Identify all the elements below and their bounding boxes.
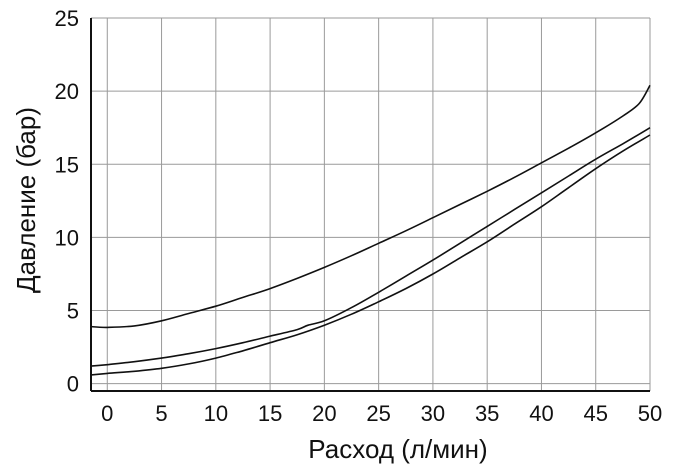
series-line-upper — [90, 84, 651, 329]
x-tick-label-40: 40 — [529, 401, 553, 426]
x-tick-label-15: 15 — [258, 401, 282, 426]
axes — [90, 18, 650, 392]
x-tick-labels: 0 5 10 15 20 25 30 35 40 45 50 — [101, 401, 662, 426]
series-lines — [90, 84, 651, 376]
y-tick-label-15: 15 — [55, 152, 79, 177]
x-tick-label-35: 35 — [475, 401, 499, 426]
series-line-lower — [90, 134, 651, 376]
x-tick-label-20: 20 — [312, 401, 336, 426]
x-tick-label-0: 0 — [101, 401, 113, 426]
y-tick-label-25: 25 — [55, 6, 79, 31]
y-axis-title: Давление (бар) — [11, 107, 41, 293]
y-tick-label-0: 0 — [67, 372, 79, 397]
x-tick-label-10: 10 — [204, 401, 228, 426]
y-tick-label-10: 10 — [55, 225, 79, 250]
x-tick-label-25: 25 — [366, 401, 390, 426]
x-axis-title: Расход (л/мин) — [308, 434, 487, 464]
y-tick-labels: 0 5 10 15 20 25 — [55, 6, 79, 397]
x-tick-label-30: 30 — [421, 401, 445, 426]
y-tick-label-20: 20 — [55, 79, 79, 104]
x-tick-label-45: 45 — [583, 401, 607, 426]
grid — [91, 17, 651, 391]
y-tick-label-5: 5 — [67, 299, 79, 324]
x-tick-label-5: 5 — [155, 401, 167, 426]
series-line-middle — [90, 127, 651, 367]
x-tick-label-50: 50 — [638, 401, 662, 426]
